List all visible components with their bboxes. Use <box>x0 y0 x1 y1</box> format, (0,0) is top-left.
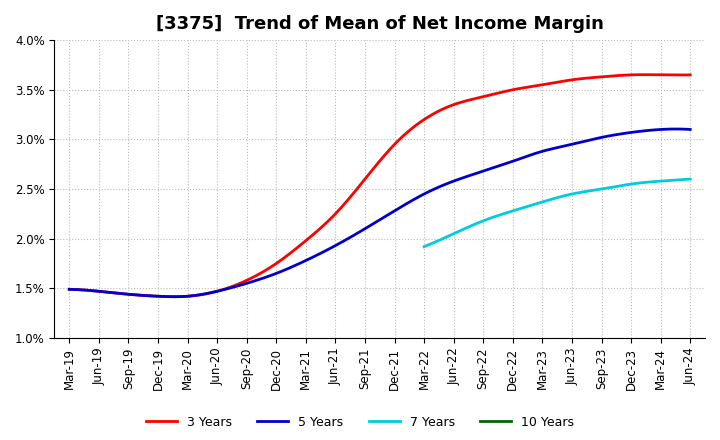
7 Years <box>578 189 587 194</box>
3 Years <box>447 103 456 108</box>
5 Years <box>686 127 695 132</box>
3 Years <box>640 72 649 77</box>
7 Years <box>582 189 591 194</box>
3 Years <box>435 108 444 114</box>
7 Years <box>686 176 695 182</box>
Legend: 3 Years, 5 Years, 7 Years, 10 Years: 3 Years, 5 Years, 7 Years, 10 Years <box>141 411 579 434</box>
3 Years <box>67 287 76 292</box>
3 Years <box>171 294 179 299</box>
5 Years <box>171 294 179 299</box>
5 Years <box>447 180 456 185</box>
7 Years <box>661 178 670 183</box>
5 Years <box>437 183 446 189</box>
3 Years <box>686 72 695 77</box>
3 Years <box>65 287 73 292</box>
Line: 5 Years: 5 Years <box>69 129 690 297</box>
5 Years <box>67 287 76 292</box>
3 Years <box>590 75 599 80</box>
Line: 3 Years: 3 Years <box>69 75 690 297</box>
5 Years <box>435 184 444 190</box>
7 Years <box>577 190 586 195</box>
5 Years <box>630 129 639 135</box>
7 Years <box>420 244 428 249</box>
3 Years <box>437 107 446 113</box>
7 Years <box>420 244 429 249</box>
5 Years <box>590 136 599 142</box>
Line: 7 Years: 7 Years <box>424 179 690 246</box>
7 Years <box>644 180 653 185</box>
5 Years <box>671 126 680 132</box>
3 Years <box>630 72 639 77</box>
Title: [3375]  Trend of Mean of Net Income Margin: [3375] Trend of Mean of Net Income Margi… <box>156 15 603 33</box>
5 Years <box>65 287 73 292</box>
